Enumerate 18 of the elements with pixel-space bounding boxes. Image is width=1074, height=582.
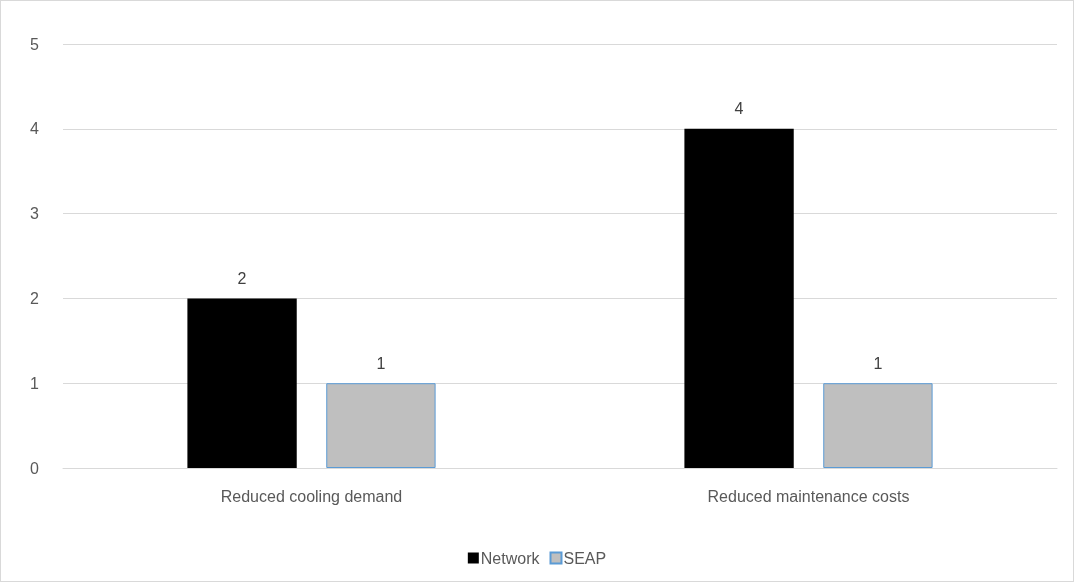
bar <box>823 383 933 468</box>
y-tick-label: 0 <box>30 459 40 477</box>
data-label: 1 <box>376 354 386 372</box>
y-tick-label: 1 <box>30 374 40 392</box>
bar <box>187 298 297 468</box>
x-tick-label: Reduced maintenance costs <box>707 487 910 505</box>
legend-label: Network <box>480 549 541 567</box>
y-tick-label: 3 <box>30 205 40 223</box>
y-tick-label: 2 <box>30 289 40 307</box>
bar <box>684 128 794 468</box>
x-tick-label: Reduced cooling demand <box>220 487 403 505</box>
bar <box>326 383 436 468</box>
data-label: 2 <box>237 269 247 287</box>
data-label: 1 <box>873 354 883 372</box>
legend-label: SEAP <box>563 549 607 567</box>
data-label: 4 <box>734 100 744 118</box>
y-tick-label: 5 <box>30 35 40 53</box>
y-tick-label: 4 <box>30 120 40 138</box>
